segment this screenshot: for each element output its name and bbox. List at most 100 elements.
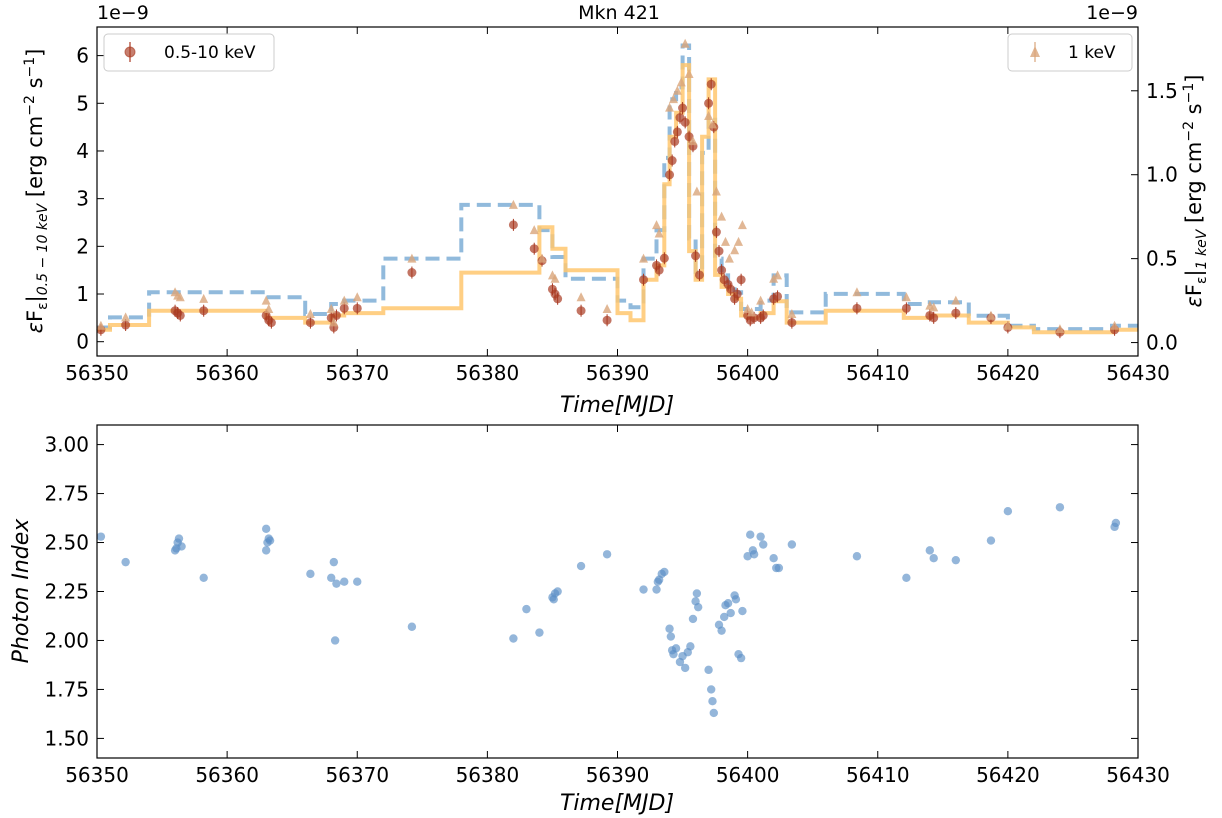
- y-tick-label: 0: [76, 330, 89, 354]
- x-tick-label: 56420: [976, 361, 1040, 385]
- photon-index-point: [736, 653, 746, 663]
- point-1kev: [711, 186, 721, 196]
- legend-right: 1 keV: [1007, 33, 1133, 72]
- photon-index-point: [535, 628, 544, 637]
- photon-index-point: [576, 561, 586, 571]
- point-0.5-10kev: [331, 310, 341, 320]
- point-1kev: [688, 136, 698, 146]
- point-1kev: [787, 309, 797, 319]
- point-1kev: [550, 273, 560, 283]
- point-0.5-10kev: [684, 132, 694, 142]
- point-1kev: [652, 220, 662, 230]
- y-tick-label: 5: [76, 91, 89, 115]
- point-1kev: [329, 317, 339, 327]
- x-tick-label: 56430: [1106, 763, 1170, 787]
- legend-left: 0.5-10 keV: [103, 33, 275, 72]
- y-tick-label: 1.75: [44, 677, 89, 701]
- x-tick-label: 56390: [586, 763, 650, 787]
- photon-index-point: [327, 573, 336, 582]
- point-1kev: [602, 304, 612, 313]
- point-1kev: [261, 295, 271, 305]
- photon-index-point: [738, 606, 747, 616]
- point-0.5-10kev: [736, 275, 746, 285]
- point-0.5-10kev: [711, 227, 721, 237]
- point-1kev: [680, 38, 690, 48]
- legend-left-marker: [124, 46, 136, 58]
- photon-index-point: [340, 577, 349, 586]
- photon-index-point: [708, 696, 717, 706]
- photon-index-point: [704, 665, 713, 675]
- y-tick-right-label: 0.0: [1146, 331, 1178, 355]
- point-1kev: [529, 225, 539, 235]
- point-1kev: [352, 292, 362, 302]
- point-1kev: [684, 69, 694, 78]
- point-1kev: [1003, 320, 1013, 330]
- point-1kev: [326, 304, 336, 313]
- legend-right-label: 1 keV: [1068, 43, 1116, 63]
- photon-index-point: [1055, 503, 1065, 512]
- y-tick-label: 1: [76, 282, 89, 306]
- bottom-x-axis: 56350 56360 56370 56380 56390 56400 56410 56420…: [65, 425, 1170, 787]
- point-1kev: [734, 236, 744, 246]
- x-tick-label: 56410: [846, 763, 910, 787]
- point-1kev: [639, 253, 649, 263]
- photon-index-point: [172, 544, 181, 553]
- point-0.5-10kev: [951, 308, 961, 318]
- point-1kev: [96, 320, 106, 330]
- legend-right-marker: [1030, 46, 1040, 57]
- y-tick-label: 3: [76, 187, 89, 211]
- photon-index-point: [723, 599, 733, 608]
- top-left-y-axis: 0 1 2 3 4 5 6: [76, 44, 104, 354]
- point-0.5-10kev: [553, 294, 563, 304]
- photon-index-point: [96, 532, 106, 541]
- x-tick-label: 56400: [716, 361, 780, 385]
- photon-index-point: [121, 557, 130, 567]
- legend-left-label: 0.5-10 keV: [164, 43, 256, 63]
- photon-index-point: [522, 604, 531, 614]
- photon-index-point: [652, 585, 661, 594]
- point-0.5-10kev: [694, 270, 704, 280]
- point-1kev: [721, 236, 731, 246]
- photon-index-point: [1111, 518, 1121, 528]
- point-0.5-10kev: [576, 306, 586, 316]
- photon-index-point: [720, 612, 729, 622]
- photon-index-point: [639, 585, 648, 594]
- y-tick-right-label: 1.0: [1146, 163, 1178, 187]
- top-right-y-axis: 0.0 0.5 1.0 1.5: [1131, 79, 1178, 355]
- point-0.5-10kev: [121, 320, 131, 330]
- point-0.5-10kev: [339, 303, 349, 313]
- point-0.5-10kev: [680, 117, 690, 127]
- y-tick-label: 2.75: [44, 482, 89, 506]
- point-1kev: [1055, 324, 1065, 334]
- point-1kev: [537, 253, 547, 263]
- photon-index-point: [929, 554, 938, 563]
- photon-index-point: [671, 644, 681, 653]
- point-0.5-10kev: [714, 246, 724, 256]
- photon-index-point: [709, 708, 718, 718]
- y-tick-right-label: 0.5: [1146, 247, 1178, 271]
- point-1kev: [676, 77, 686, 87]
- top-x-axis: 56350 56360 56370 56380 56390 56400 56410 56420…: [65, 27, 1170, 385]
- left-exponent: 1e−9: [97, 2, 149, 24]
- photon-index-point: [693, 602, 703, 612]
- photon-index-point: [692, 589, 702, 598]
- point-1kev: [773, 270, 783, 280]
- point-0.5-10kev: [175, 310, 185, 320]
- photon-index-point: [680, 663, 690, 673]
- point-0.5-10kev: [678, 103, 688, 113]
- step-line-0.5-10kev: [97, 63, 1138, 335]
- x-tick-label: 56380: [456, 763, 520, 787]
- photon-index-point: [902, 573, 911, 582]
- point-1kev: [737, 220, 747, 230]
- point-1kev: [264, 304, 274, 313]
- point-0.5-10kev: [665, 170, 675, 180]
- y-tick-right-label: 1.5: [1146, 79, 1178, 103]
- point-0.5-10kev: [199, 306, 209, 316]
- right-exponent: 1e−9: [1086, 2, 1138, 24]
- photon-index-point: [852, 552, 862, 561]
- photon-index-point: [174, 534, 184, 543]
- point-1kev: [668, 94, 678, 104]
- point-0.5-10kev: [901, 303, 911, 313]
- photon-index-point: [330, 636, 340, 645]
- x-tick-label: 56350: [65, 361, 129, 385]
